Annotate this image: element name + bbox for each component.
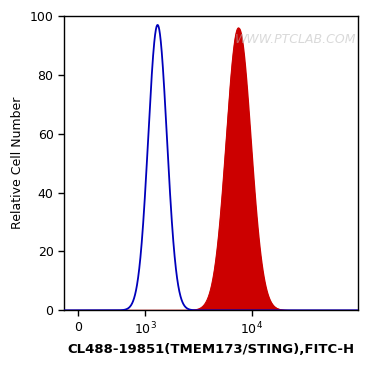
X-axis label: CL488-19851(TMEM173/STING),FITC-H: CL488-19851(TMEM173/STING),FITC-H [67, 343, 354, 356]
Text: WWW.PTCLAB.COM: WWW.PTCLAB.COM [235, 33, 356, 46]
Y-axis label: Relative Cell Number: Relative Cell Number [11, 97, 24, 229]
